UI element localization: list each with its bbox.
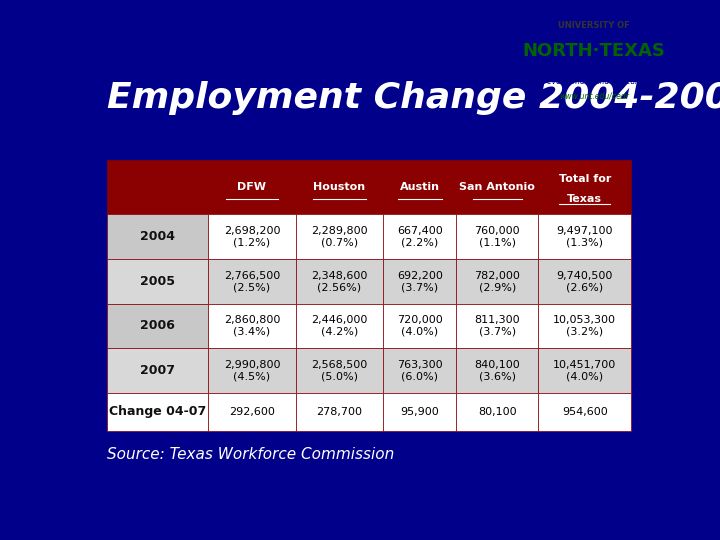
Text: 2,698,200
(1.2%): 2,698,200 (1.2%) xyxy=(224,226,280,247)
FancyBboxPatch shape xyxy=(208,303,296,348)
FancyBboxPatch shape xyxy=(456,348,539,393)
Text: www.unt.edu/cedr: www.unt.edu/cedr xyxy=(559,91,629,100)
Text: 763,300
(6.0%): 763,300 (6.0%) xyxy=(397,360,443,381)
Text: 782,000
(2.9%): 782,000 (2.9%) xyxy=(474,271,521,292)
FancyBboxPatch shape xyxy=(208,259,296,303)
Text: NORTH·TEXAS: NORTH·TEXAS xyxy=(523,42,665,60)
Text: Total for: Total for xyxy=(559,174,611,184)
Text: 2006: 2006 xyxy=(140,320,175,333)
Text: 80,100: 80,100 xyxy=(478,407,517,417)
Text: Austin: Austin xyxy=(400,183,440,192)
FancyBboxPatch shape xyxy=(539,348,631,393)
FancyBboxPatch shape xyxy=(539,393,631,431)
Text: 692,200
(3.7%): 692,200 (3.7%) xyxy=(397,271,443,292)
FancyBboxPatch shape xyxy=(539,303,631,348)
FancyBboxPatch shape xyxy=(456,160,539,214)
Text: 2007: 2007 xyxy=(140,364,175,377)
Text: 720,000
(4.0%): 720,000 (4.0%) xyxy=(397,315,443,337)
FancyBboxPatch shape xyxy=(107,214,208,259)
Text: 667,400
(2.2%): 667,400 (2.2%) xyxy=(397,226,443,247)
Text: 2005: 2005 xyxy=(140,275,175,288)
Text: 2,289,800
(0.7%): 2,289,800 (0.7%) xyxy=(311,226,368,247)
FancyBboxPatch shape xyxy=(296,259,383,303)
Text: 9,740,500
(2.6%): 9,740,500 (2.6%) xyxy=(557,271,613,292)
Text: 760,000
(1.1%): 760,000 (1.1%) xyxy=(474,226,520,247)
Text: 278,700: 278,700 xyxy=(316,407,362,417)
FancyBboxPatch shape xyxy=(456,393,539,431)
FancyBboxPatch shape xyxy=(383,259,456,303)
Text: 2004: 2004 xyxy=(140,230,175,244)
Text: Development and Research: Development and Research xyxy=(541,77,647,86)
Text: Center for Economic: Center for Economic xyxy=(555,64,633,73)
Text: UNIVERSITY OF: UNIVERSITY OF xyxy=(558,21,630,30)
FancyBboxPatch shape xyxy=(383,348,456,393)
Text: Change 04-07: Change 04-07 xyxy=(109,406,206,419)
Text: 292,600: 292,600 xyxy=(229,407,275,417)
Text: Source: Texas Workforce Commission: Source: Texas Workforce Commission xyxy=(107,447,394,462)
Text: 954,600: 954,600 xyxy=(562,407,608,417)
FancyBboxPatch shape xyxy=(107,259,208,303)
Text: 811,300
(3.7%): 811,300 (3.7%) xyxy=(474,315,520,337)
FancyBboxPatch shape xyxy=(107,348,208,393)
FancyBboxPatch shape xyxy=(296,160,383,214)
FancyBboxPatch shape xyxy=(539,214,631,259)
FancyBboxPatch shape xyxy=(456,303,539,348)
FancyBboxPatch shape xyxy=(383,393,456,431)
FancyBboxPatch shape xyxy=(296,393,383,431)
Text: 95,900: 95,900 xyxy=(400,407,439,417)
Text: San Antonio: San Antonio xyxy=(459,183,535,192)
FancyBboxPatch shape xyxy=(208,348,296,393)
FancyBboxPatch shape xyxy=(296,303,383,348)
FancyBboxPatch shape xyxy=(539,160,631,214)
Text: 2,348,600
(2.56%): 2,348,600 (2.56%) xyxy=(311,271,368,292)
FancyBboxPatch shape xyxy=(107,393,208,431)
FancyBboxPatch shape xyxy=(107,160,208,214)
FancyBboxPatch shape xyxy=(539,259,631,303)
Text: Employment Change 2004-2007: Employment Change 2004-2007 xyxy=(107,82,720,116)
Text: DFW: DFW xyxy=(238,183,266,192)
Text: 2,568,500
(5.0%): 2,568,500 (5.0%) xyxy=(311,360,367,381)
Text: Houston: Houston xyxy=(313,183,366,192)
Text: Texas: Texas xyxy=(567,194,602,204)
FancyBboxPatch shape xyxy=(383,214,456,259)
Text: 2,446,000
(4.2%): 2,446,000 (4.2%) xyxy=(311,315,368,337)
FancyBboxPatch shape xyxy=(383,160,456,214)
Text: 2,990,800
(4.5%): 2,990,800 (4.5%) xyxy=(224,360,280,381)
FancyBboxPatch shape xyxy=(383,303,456,348)
Text: 10,053,300
(3.2%): 10,053,300 (3.2%) xyxy=(553,315,616,337)
Text: 2,860,800
(3.4%): 2,860,800 (3.4%) xyxy=(224,315,280,337)
FancyBboxPatch shape xyxy=(456,214,539,259)
Text: 10,451,700
(4.0%): 10,451,700 (4.0%) xyxy=(553,360,616,381)
FancyBboxPatch shape xyxy=(296,348,383,393)
FancyBboxPatch shape xyxy=(296,214,383,259)
FancyBboxPatch shape xyxy=(208,214,296,259)
FancyBboxPatch shape xyxy=(456,259,539,303)
Text: 840,100
(3.6%): 840,100 (3.6%) xyxy=(474,360,520,381)
Text: 9,497,100
(1.3%): 9,497,100 (1.3%) xyxy=(557,226,613,247)
Text: 2,766,500
(2.5%): 2,766,500 (2.5%) xyxy=(224,271,280,292)
FancyBboxPatch shape xyxy=(107,303,208,348)
FancyBboxPatch shape xyxy=(208,160,296,214)
FancyBboxPatch shape xyxy=(208,393,296,431)
